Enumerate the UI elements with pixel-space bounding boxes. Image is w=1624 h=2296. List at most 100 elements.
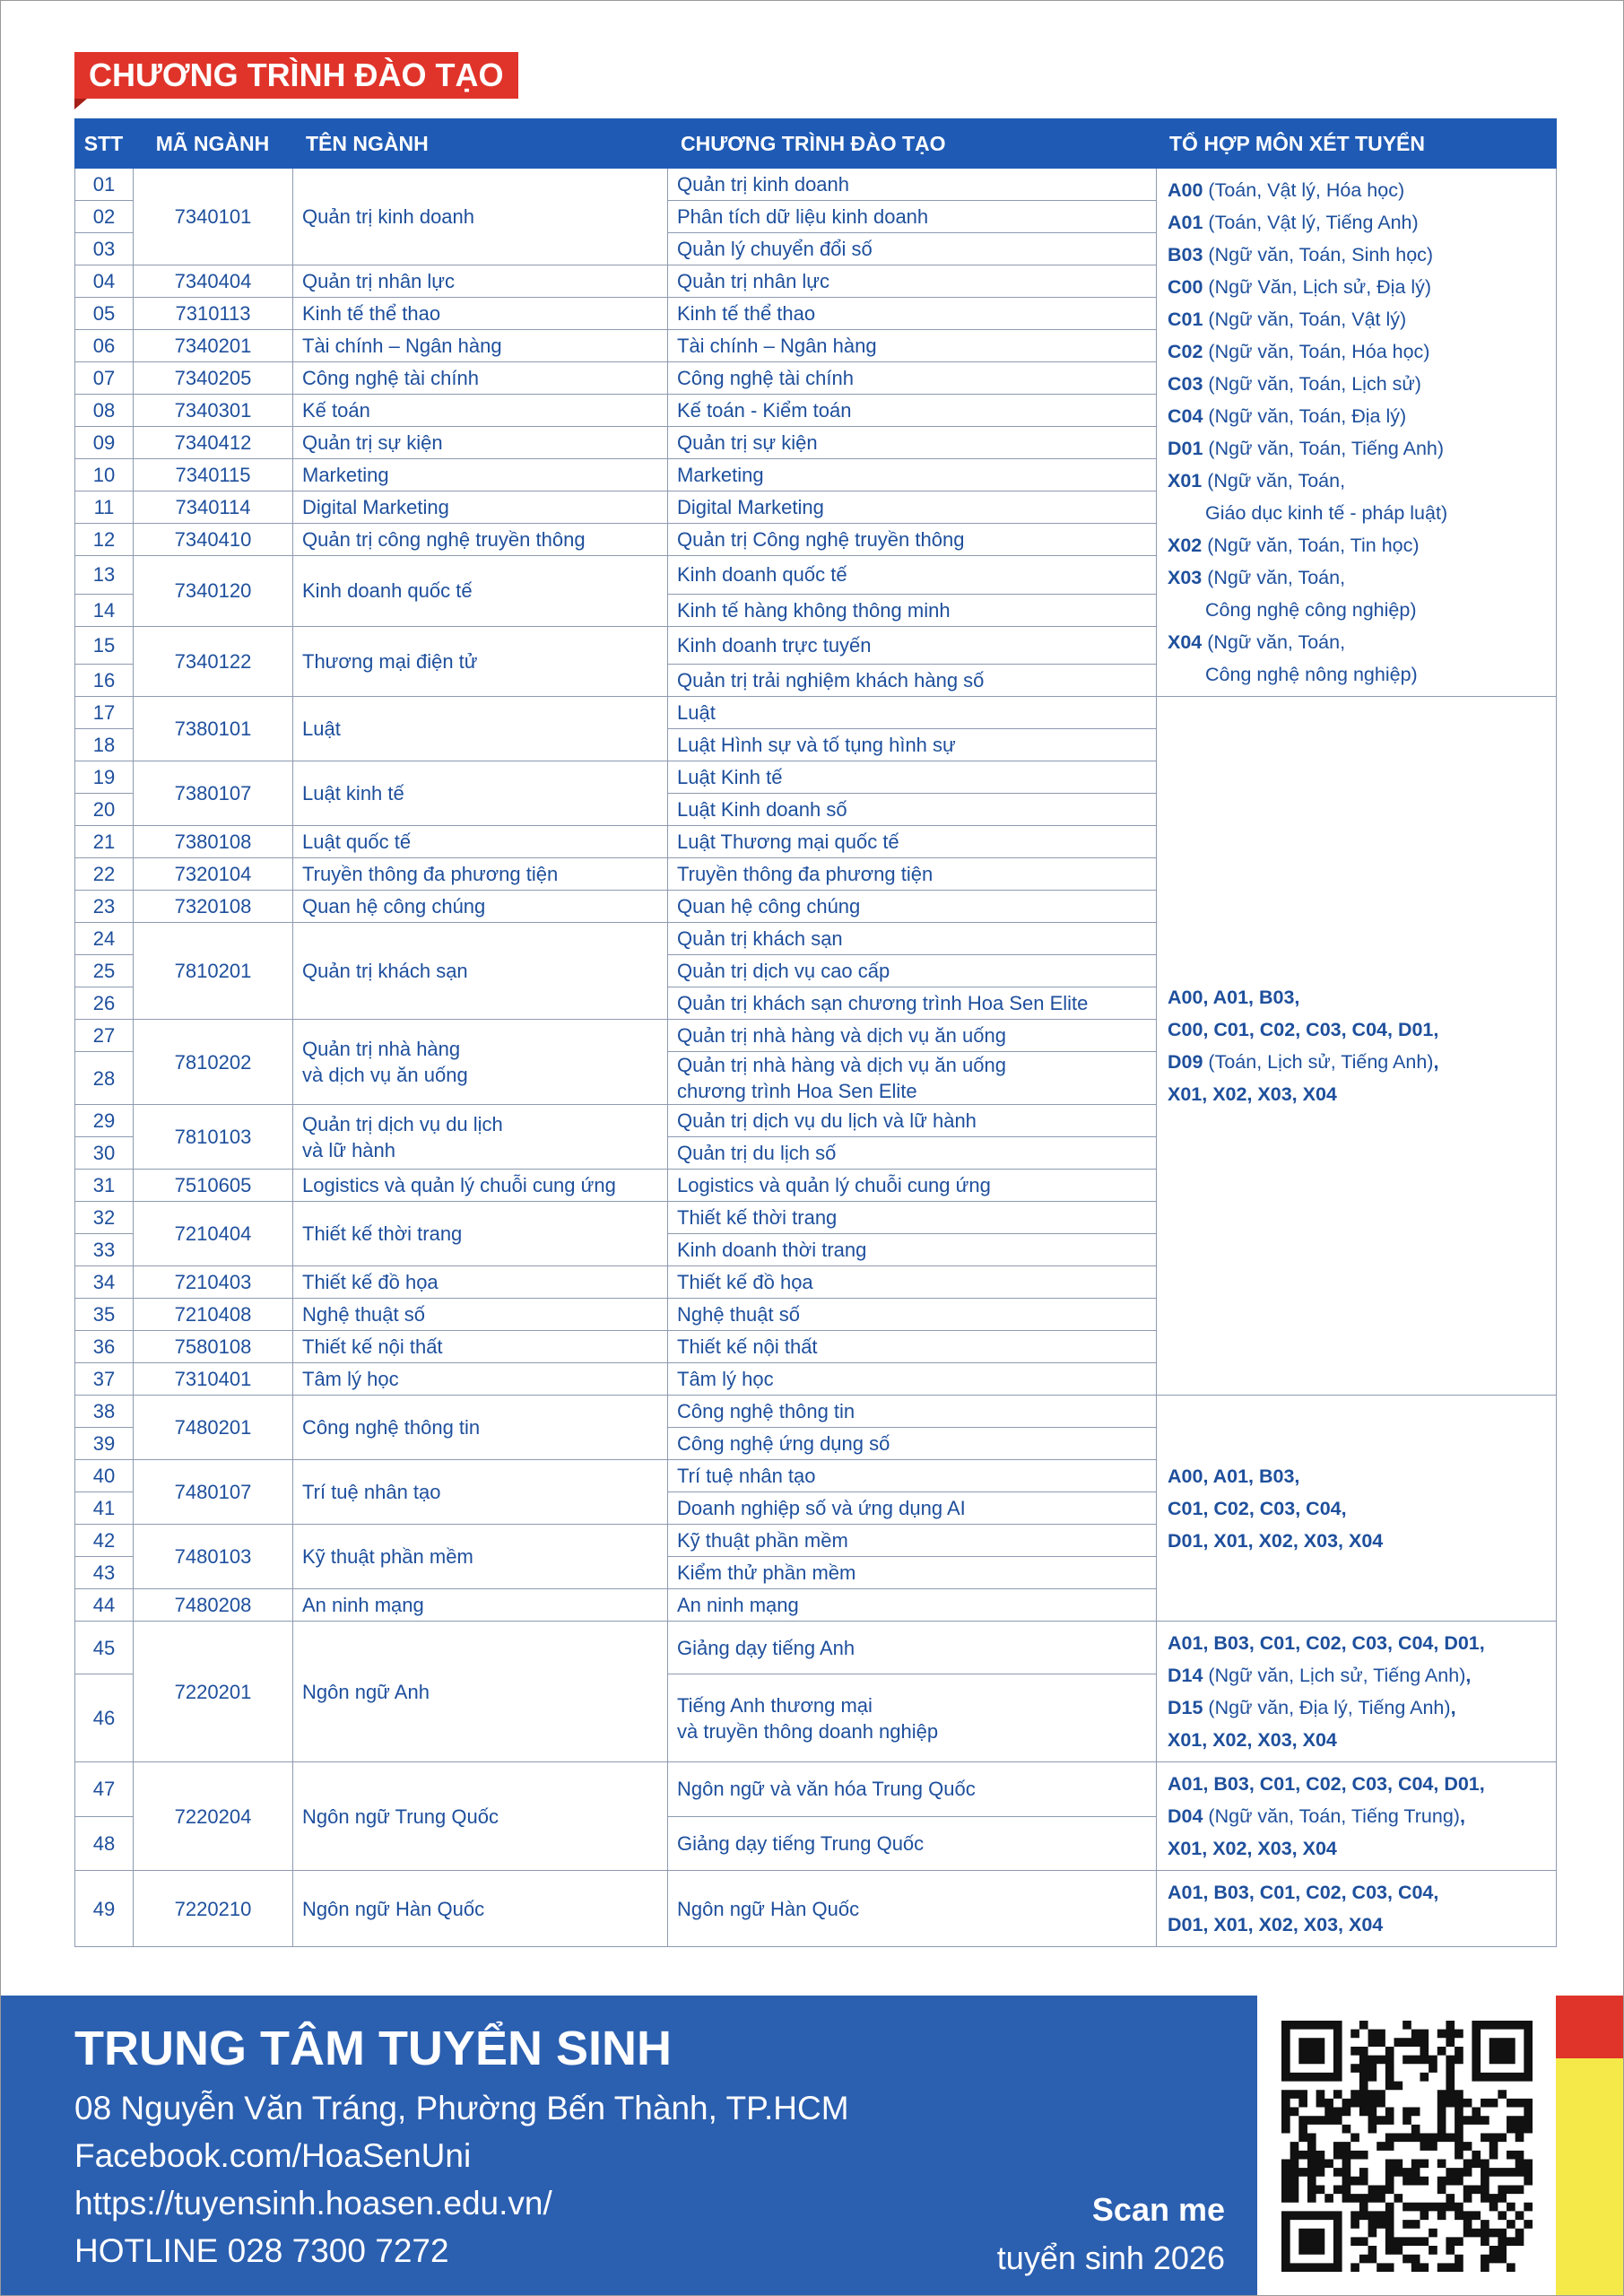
combo-code: X02 (1168, 535, 1203, 556)
combo-subjects: (Ngữ văn, Địa lý, Tiếng Anh) (1203, 1697, 1451, 1718)
combo-line: D14 (Ngữ văn, Lịch sử, Tiếng Anh), (1168, 1659, 1545, 1692)
major-name: Logistics và quản lý chuỗi cung ứng (292, 1169, 668, 1202)
major-name: Digital Marketing (292, 491, 668, 524)
major-name: Ngôn ngữ Anh (292, 1621, 668, 1762)
program-name: Kinh tế thể thao (667, 297, 1157, 330)
table-row: 37 7310401 Tâm lý học Tâm lý học (74, 1362, 1557, 1396)
table-row: 49 7220210 Ngôn ngữ Hàn Quốc Ngôn ngữ Hàn Q… (74, 1870, 1557, 1947)
major-code: 7810202 (133, 1019, 293, 1105)
table-row: 41 Doanh nghiệp số và ứng dụng AI (74, 1492, 1557, 1525)
combo-code: D15 (1168, 1697, 1203, 1718)
combo-code: , (1459, 1805, 1465, 1827)
program-name: Quản trị nhà hàng và dịch vụ ăn uống (667, 1019, 1157, 1052)
table-row: 24 7810201 Quản trị khách sạn Quản trị khác… (74, 922, 1557, 1020)
combo-code: X03 (1168, 567, 1203, 588)
combo-code: C01, C02, C03, C04, (1168, 1497, 1347, 1519)
major-code: 7220204 (133, 1761, 293, 1871)
combo-line: X01, X02, X03, X04 (1168, 1078, 1545, 1110)
facebook: Facebook.com/HoaSenUni (74, 2137, 472, 2174)
stt: 07 (74, 361, 134, 395)
combo-line: C01 (Ngữ văn, Toán, Vật lý) (1168, 303, 1545, 335)
table-row: 46 Tiếng Anh thương mại và truyền thông d… (74, 1674, 1557, 1762)
combo-line: A00 (Toán, Vật lý, Hóa học) (1168, 174, 1545, 206)
stt: 12 (74, 523, 134, 556)
major-code: 7220210 (133, 1870, 293, 1947)
combo-code: , (1450, 1697, 1456, 1718)
program-name: Quản trị sự kiện (667, 426, 1157, 459)
major-code: 7310113 (133, 297, 293, 330)
combo-line: A00, A01, B03, (1168, 1460, 1545, 1492)
program-name: Tâm lý học (667, 1362, 1157, 1396)
major-code: 7340404 (133, 265, 293, 298)
table-row: 23 7320108 Quan hệ công chúng Quan hệ công … (74, 890, 1557, 923)
combo-code: A01 (1168, 212, 1203, 233)
major-name: Quản trị khách sạn (292, 922, 668, 1020)
website: https://tuyensinh.hoasen.edu.vn/ (74, 2185, 552, 2222)
program-name: Luật (667, 696, 1157, 729)
table-row: 17 7380101 Luật Luật A00, A01, B03, C00, C01,… (74, 696, 1557, 1396)
table-row: 40 7480107 Trí tuệ nhân tạo Trí tuệ nhân tạ… (74, 1459, 1557, 1525)
combo-code: X01 (1168, 470, 1203, 491)
stt: 36 (74, 1330, 134, 1363)
stt: 45 (74, 1620, 134, 1675)
program-name: Thiết kế thời trang (667, 1201, 1157, 1234)
program-name: Quản trị khách sạn (667, 922, 1157, 955)
major-code: 7480201 (133, 1395, 293, 1460)
program-name: Thiết kế đồ họa (667, 1265, 1157, 1299)
stt: 01 (74, 168, 134, 201)
stt: 27 (74, 1019, 134, 1052)
major-name: Công nghệ thông tin (292, 1395, 668, 1460)
header-row: STT MÃ NGÀNH TÊN NGÀNH CHƯƠNG TRÌNH ĐÀO TẠO… (74, 118, 1557, 169)
major-name: Kỹ thuật phần mềm (292, 1524, 668, 1589)
combo-code: A01, B03, C01, C02, C03, C04, (1168, 1882, 1439, 1903)
combo-line: C00 (Ngữ Văn, Lịch sử, Địa lý) (1168, 271, 1545, 303)
table-row: 10 7340115 Marketing Marketing (74, 458, 1557, 491)
combo-line: D04 (Ngữ văn, Toán, Tiếng Trung), (1168, 1800, 1545, 1832)
major-name: Quản trị sự kiện (292, 426, 668, 459)
stt: 06 (74, 329, 134, 362)
stt: 42 (74, 1524, 134, 1557)
table-row: 30 Quản trị du lịch số (74, 1136, 1557, 1170)
combo-line: A01, B03, C01, C02, C03, C04, (1168, 1876, 1545, 1909)
major-code: 7320104 (133, 857, 293, 891)
subject-combos: A01, B03, C01, C02, C03, C04, D01, D04 (N… (1156, 1761, 1557, 1871)
major-code: 7340120 (133, 555, 293, 627)
section-title: CHƯƠNG TRÌNH ĐÀO TẠO (74, 52, 518, 99)
stt: 16 (74, 664, 134, 697)
combo-code: A01, B03, C01, C02, C03, C04, D01, (1168, 1773, 1485, 1795)
hotline: HOTLINE 028 7300 7272 (74, 2232, 449, 2269)
major-code: 7380101 (133, 696, 293, 761)
stt: 49 (74, 1870, 134, 1947)
program-name: Giảng dạy tiếng Trung Quốc (667, 1815, 1157, 1871)
stt: 24 (74, 922, 134, 955)
table-row: 27 7810202 Quản trị nhà hàng và dịch vụ ăn… (74, 1019, 1557, 1105)
combo-line: C04 (Ngữ văn, Toán, Địa lý) (1168, 400, 1545, 432)
combo-subjects: (Ngữ văn, Toán, (1202, 631, 1346, 653)
stt: 41 (74, 1492, 134, 1525)
table-row: 13 7340120 Kinh doanh quốc tế Kinh doanh qu… (74, 555, 1557, 627)
program-name: Luật Kinh tế (667, 761, 1157, 794)
major-name: Quản trị nhà hàng và dịch vụ ăn uống (292, 1019, 668, 1105)
combo-line: D15 (Ngữ văn, Địa lý, Tiếng Anh), (1168, 1692, 1545, 1724)
stt: 08 (74, 394, 134, 427)
stt: 43 (74, 1556, 134, 1589)
table-row: 11 7340114 Digital Marketing Digital Market… (74, 491, 1557, 524)
stt: 09 (74, 426, 134, 459)
subject-combos: A00, A01, B03, C00, C01, C02, C03, C04, D… (1156, 696, 1557, 1396)
program-name: Kỹ thuật phần mềm (667, 1524, 1157, 1557)
major-code: 7320108 (133, 890, 293, 923)
combo-code: D09 (1168, 1051, 1203, 1073)
table-row: 33 Kinh doanh thời trang (74, 1233, 1557, 1266)
combo-line: Công nghệ công nghiệp) (1168, 594, 1545, 626)
scan-label: Scan me (1091, 2191, 1225, 2228)
major-code: 7310401 (133, 1362, 293, 1396)
combo-subjects: (Toán, Vật lý, Tiếng Anh) (1203, 212, 1419, 233)
combo-subjects: (Ngữ văn, Toán, (1202, 567, 1346, 588)
column-header: CHƯƠNG TRÌNH ĐÀO TẠO (667, 118, 1157, 169)
program-name: Công nghệ tài chính (667, 361, 1157, 395)
program-name: Kinh doanh thời trang (667, 1233, 1157, 1266)
combo-line: D01, X01, X02, X03, X04 (1168, 1525, 1545, 1557)
title-tail (74, 99, 87, 109)
combo-line: C02 (Ngữ văn, Toán, Hóa học) (1168, 335, 1545, 368)
stt: 14 (74, 593, 134, 627)
